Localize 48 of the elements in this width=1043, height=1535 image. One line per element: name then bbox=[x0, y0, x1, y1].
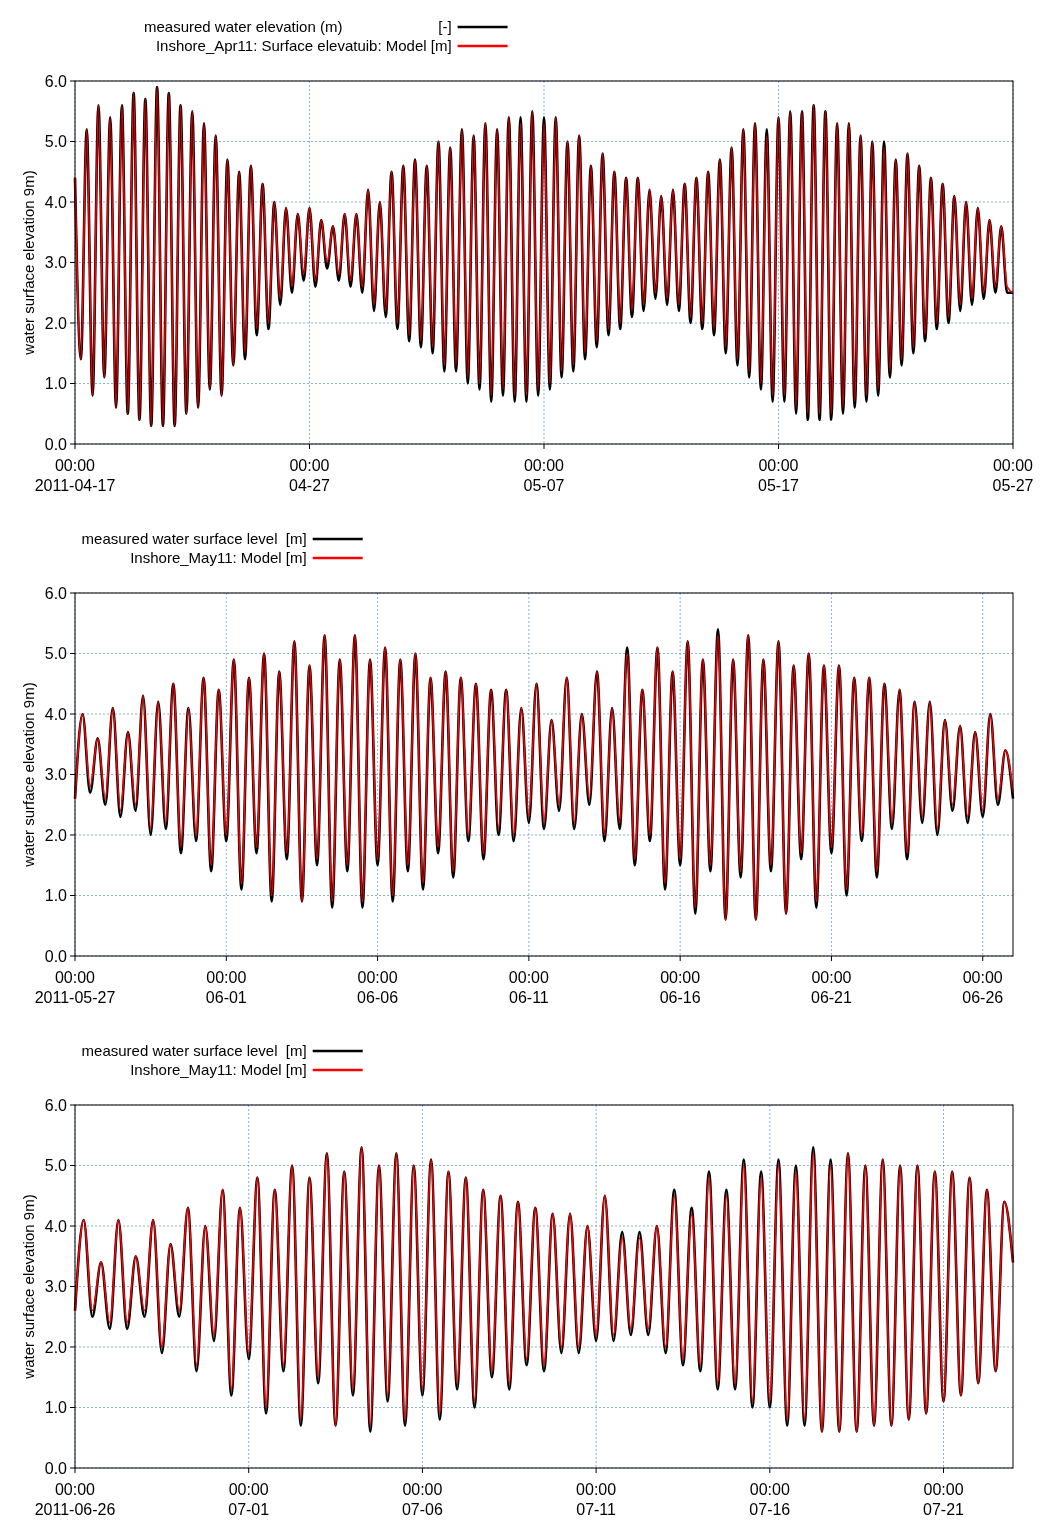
x-tick-label: 00:00 06-26 bbox=[962, 969, 1004, 1006]
x-tick-label: 00:00 06-06 bbox=[357, 969, 399, 1006]
y-tick-label: 4.0 bbox=[44, 705, 68, 723]
x-tick-label: 00:00 06-01 bbox=[205, 969, 247, 1006]
y-tick-label: 5.0 bbox=[44, 133, 68, 151]
x-tick-label: 00:00 06-11 bbox=[508, 969, 549, 1006]
y-tick-label: 1.0 bbox=[44, 1399, 68, 1417]
y-tick-label: 3.0 bbox=[44, 766, 68, 784]
y-tick-label: 6.0 bbox=[44, 1096, 68, 1114]
y-tick-label: 4.0 bbox=[44, 1217, 68, 1235]
x-tick-label: 00:00 07-16 bbox=[749, 1481, 791, 1518]
x-tick-label: 00:00 04-27 bbox=[289, 457, 331, 494]
x-tick-label: 00:00 07-21 bbox=[923, 1481, 965, 1518]
y-axis-title: water surface elevation 9m) bbox=[20, 682, 37, 868]
legend-label: measured water surface level [m] bbox=[81, 530, 307, 547]
legend-label: Inshore_May11: Model [m] bbox=[130, 549, 307, 566]
x-tick-label: 00:00 05-07 bbox=[523, 457, 565, 494]
legend-label: Inshore_Apr11: Surface elevatuib: Model [m] bbox=[155, 37, 452, 54]
x-tick-label: 00:00 06-21 bbox=[810, 969, 853, 1006]
y-tick-label: 1.0 bbox=[44, 887, 68, 905]
y-tick-label: 0.0 bbox=[44, 1459, 68, 1477]
y-tick-label: 4.0 bbox=[44, 193, 68, 211]
legend-label: measured water surface level [m] bbox=[81, 1042, 307, 1059]
y-tick-label: 1.0 bbox=[44, 375, 68, 393]
y-tick-label: 2.0 bbox=[44, 314, 68, 332]
y-tick-label: 0.0 bbox=[44, 435, 68, 453]
legend-label: Inshore_May11: Model [m] bbox=[130, 1061, 307, 1078]
y-tick-label: 2.0 bbox=[44, 826, 68, 844]
x-tick-label: 00:00 07-11 bbox=[576, 1481, 617, 1518]
y-tick-label: 5.0 bbox=[44, 1157, 68, 1175]
y-tick-label: 6.0 bbox=[44, 72, 68, 90]
y-tick-label: 6.0 bbox=[44, 584, 68, 602]
x-tick-label: 00:00 07-01 bbox=[228, 1481, 270, 1518]
y-tick-label: 3.0 bbox=[44, 1278, 68, 1296]
x-tick-label: 00:00 05-17 bbox=[758, 457, 800, 494]
x-tick-label: 00:00 2011-04-17 bbox=[34, 457, 116, 494]
y-axis-title: water surface elevation 9m) bbox=[20, 170, 37, 356]
y-axis-title: water surface elevation 9m) bbox=[20, 1194, 37, 1380]
y-tick-label: 3.0 bbox=[44, 254, 68, 272]
x-tick-label: 00:00 07-06 bbox=[401, 1481, 443, 1518]
y-tick-label: 2.0 bbox=[44, 1338, 68, 1356]
x-tick-label: 00:00 2011-06-26 bbox=[34, 1481, 116, 1518]
x-tick-label: 00:00 06-16 bbox=[659, 969, 701, 1006]
x-tick-label: 00:00 2011-05-27 bbox=[34, 969, 116, 1006]
legend-label: measured water elevation (m) [-] bbox=[143, 18, 452, 35]
y-tick-label: 0.0 bbox=[44, 947, 68, 965]
x-tick-label: 00:00 05-27 bbox=[992, 457, 1034, 494]
y-tick-label: 5.0 bbox=[44, 645, 68, 663]
